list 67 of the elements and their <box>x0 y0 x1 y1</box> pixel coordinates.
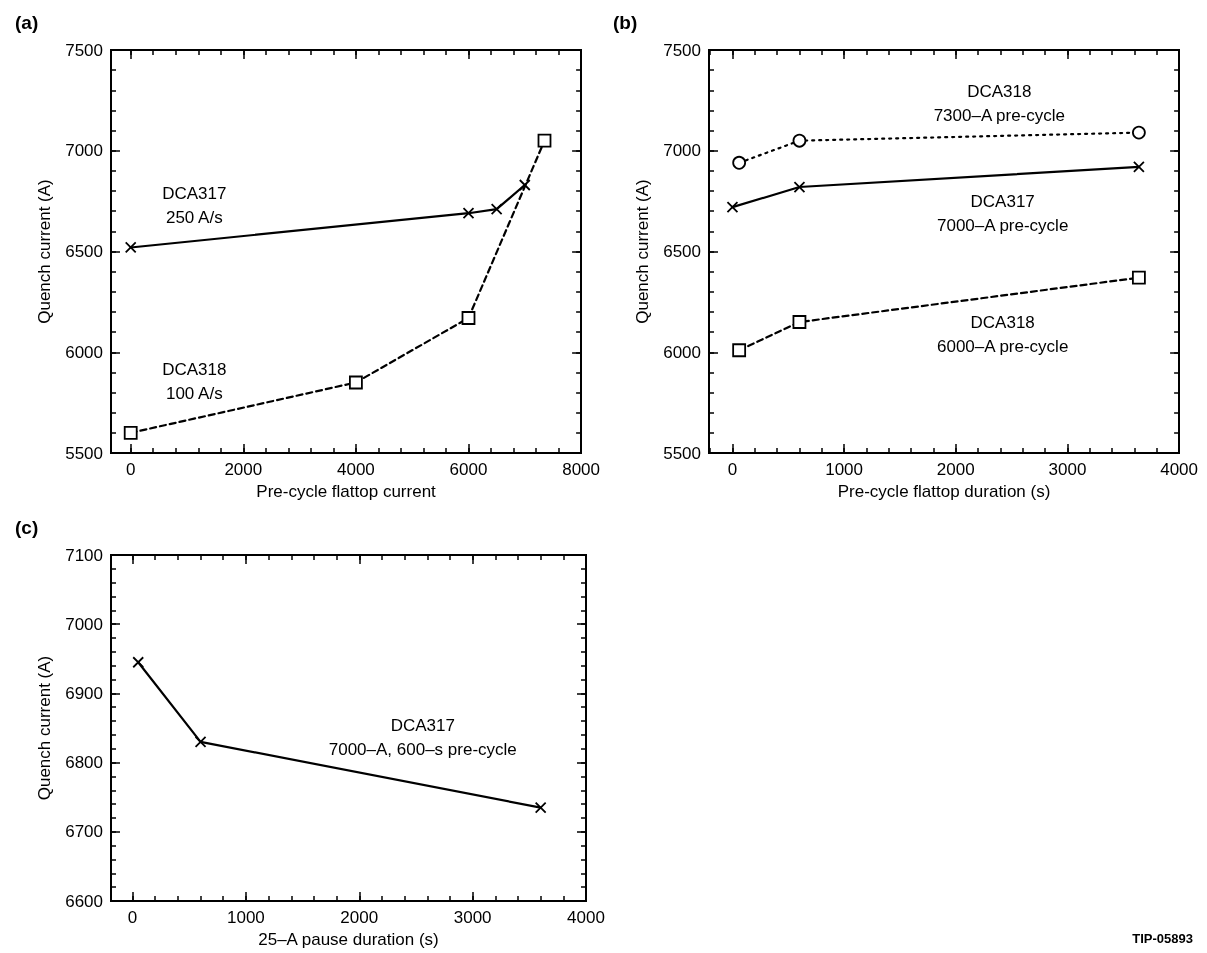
point <box>793 181 806 193</box>
chart-title: (a) <box>15 12 39 33</box>
point <box>732 343 747 358</box>
point <box>349 375 363 390</box>
series-label: DCA318 6000–A pre-cycle <box>936 312 1069 356</box>
y-tick-label: 6600 <box>65 891 103 911</box>
point <box>726 201 739 214</box>
point <box>1132 125 1146 140</box>
point <box>461 311 476 325</box>
point <box>132 656 145 669</box>
point <box>732 155 747 170</box>
y-tick-label: 6900 <box>65 683 103 703</box>
series-label: DCA318 7300–A pre-cycle <box>933 81 1065 125</box>
point <box>1131 270 1146 285</box>
point <box>490 203 503 216</box>
x-tick-label: 6000 <box>449 460 488 479</box>
y-axis-title: Quench current (A) <box>633 179 652 324</box>
point <box>792 315 807 329</box>
x-tick-label: 4000 <box>1160 460 1198 479</box>
point <box>534 801 547 814</box>
point <box>194 735 207 748</box>
x-axis-title: Pre-cycle flattop duration (s) <box>837 482 1051 501</box>
x-tick-label: 4000 <box>336 460 375 479</box>
x-tick-label: 2000 <box>224 460 263 479</box>
point <box>792 133 807 148</box>
point <box>518 179 531 191</box>
point <box>1132 160 1145 173</box>
x-tick-label: 0 <box>125 460 136 479</box>
y-tick-label: 7100 <box>65 545 103 565</box>
y-tick-label: 5500 <box>663 443 701 463</box>
x-tick-label: 3000 <box>1048 460 1087 479</box>
x-tick-label: 2000 <box>936 460 975 479</box>
y-tick-label: 5500 <box>65 443 103 463</box>
point <box>462 207 475 220</box>
y-tick-label: 6800 <box>65 753 103 773</box>
x-tick-label: 0 <box>727 460 738 479</box>
x-tick-label: 4000 <box>567 908 605 927</box>
point <box>537 133 552 148</box>
y-tick-label: 6000 <box>65 342 103 362</box>
y-tick-label: 7000 <box>663 141 701 161</box>
x-tick-label: 0 <box>127 908 138 927</box>
y-tick-label: 7500 <box>65 40 103 60</box>
y-axis-title: Quench current (A) <box>35 655 54 801</box>
x-tick-label: 2000 <box>340 908 379 927</box>
x-tick-label: 1000 <box>226 908 265 927</box>
y-tick-label: 7500 <box>663 40 701 60</box>
point <box>123 425 138 440</box>
series-label: DCA318 100 A/s <box>162 359 227 403</box>
y-tick-label: 6500 <box>663 242 701 261</box>
y-tick-label: 7000 <box>65 141 103 161</box>
y-axis-title: Quench current (A) <box>35 179 54 324</box>
x-axis-title: 25–A pause duration (s) <box>258 930 439 949</box>
y-tick-label: 6700 <box>65 822 103 842</box>
series-label: DCA317 250 A/s <box>162 184 227 228</box>
text: TIP-05893 <box>1132 931 1193 946</box>
x-tick-label: 3000 <box>453 908 492 927</box>
series-label: DCA317 7000–A, 600–s pre-cycle <box>328 716 517 760</box>
y-tick-label: 6500 <box>65 242 103 261</box>
series-label: DCA317 7000–A pre-cycle <box>936 191 1069 235</box>
chart-title: (b) <box>613 12 638 33</box>
y-tick-label: 7000 <box>65 614 103 634</box>
y-tick-label: 6000 <box>663 342 701 362</box>
chart-title: (c) <box>15 517 39 538</box>
point <box>124 241 137 254</box>
x-tick-label: 1000 <box>825 460 864 479</box>
x-tick-label: 8000 <box>562 460 600 479</box>
x-axis-title: Pre-cycle flattop current <box>256 482 437 501</box>
